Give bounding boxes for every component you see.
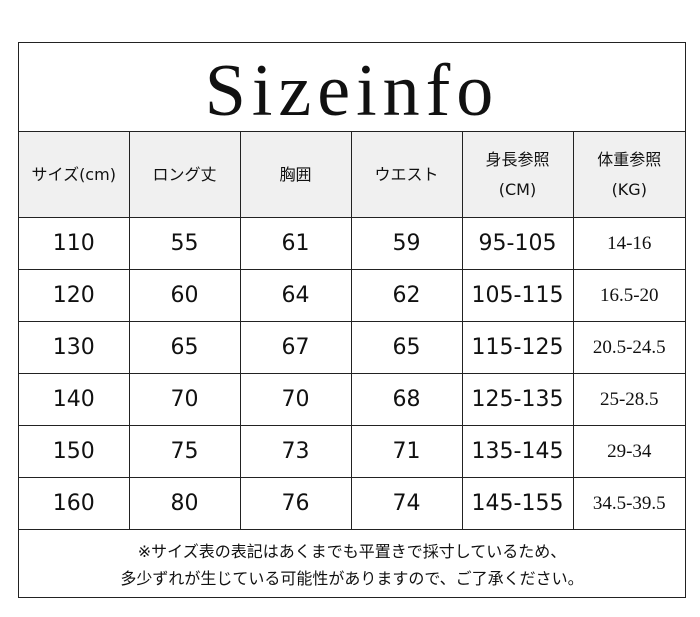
table-row: 130 65 67 65 115-125 20.5-24.5 [19,321,685,374]
column-header: 胸囲 [239,131,352,218]
table-cell: 62 [350,269,463,322]
table-cell: 70 [239,373,352,426]
column-header-line: (CM) [498,179,537,199]
table-cell: 16.5-20 [572,269,685,322]
column-header: ロング丈 [128,131,241,218]
table-cell: 67 [239,321,352,374]
size-chart: Sizeinfo サイズ(cm) ロング丈 胸囲 ウエスト 身長参照 (CM) 体重参照 (K… [18,42,686,598]
size-table: サイズ(cm) ロング丈 胸囲 ウエスト 身長参照 (CM) 体重参照 (KG) 110 55 6… [19,131,685,530]
table-row: 110 55 61 59 95-105 14-16 [19,217,685,270]
column-header-line: ウエスト [374,164,439,184]
column-header-line: 身長参照 [485,149,550,169]
table-cell: 14-16 [572,217,685,270]
header-row: サイズ(cm) ロング丈 胸囲 ウエスト 身長参照 (CM) 体重参照 (KG) [19,131,685,218]
note-line: 多少ずれが生じている可能性がありますので、ご了承ください。 [120,569,584,588]
table-cell: 60 [128,269,241,322]
size-note: ※サイズ表の表記はあくまでも平置きで採寸しているため、 多少ずれが生じている可能… [19,530,685,592]
table-cell: 68 [350,373,463,426]
table-cell: 76 [239,477,352,530]
table-cell: 130 [19,321,130,374]
column-header-line: 体重参照 [597,149,662,169]
table-cell: 73 [239,425,352,478]
table-cell: 61 [239,217,352,270]
table-cell: 115-125 [461,321,574,374]
note-line: ※サイズ表の表記はあくまでも平置きで採寸しているため、 [137,542,567,561]
table-cell: 145-155 [461,477,574,530]
table-cell: 25-28.5 [572,373,685,426]
table-cell: 74 [350,477,463,530]
chart-title: Sizeinfo [19,43,685,132]
column-header-line: 胸囲 [279,164,312,184]
table-cell: 150 [19,425,130,478]
table-cell: 65 [350,321,463,374]
table-cell: 20.5-24.5 [572,321,685,374]
table-cell: 125-135 [461,373,574,426]
table-cell: 64 [239,269,352,322]
table-cell: 75 [128,425,241,478]
column-header: 体重参照 (KG) [572,131,685,218]
table-cell: 65 [128,321,241,374]
table-cell: 29-34 [572,425,685,478]
table-row: 160 80 76 74 145-155 34.5-39.5 [19,477,685,530]
column-header: 身長参照 (CM) [461,131,574,218]
column-header: サイズ(cm) [19,131,130,218]
table-cell: 71 [350,425,463,478]
column-header-line: (KG) [611,179,647,199]
table-row: 140 70 70 68 125-135 25-28.5 [19,373,685,426]
column-header: ウエスト [350,131,463,218]
table-cell: 120 [19,269,130,322]
table-row: 120 60 64 62 105-115 16.5-20 [19,269,685,322]
table-cell: 140 [19,373,130,426]
table-cell: 105-115 [461,269,574,322]
column-header-line: サイズ(cm) [31,164,116,184]
table-cell: 135-145 [461,425,574,478]
table-cell: 59 [350,217,463,270]
table-cell: 80 [128,477,241,530]
column-header-line: ロング丈 [152,164,217,184]
table-cell: 70 [128,373,241,426]
table-cell: 55 [128,217,241,270]
table-cell: 160 [19,477,130,530]
table-cell: 95-105 [461,217,574,270]
table-cell: 110 [19,217,130,270]
table-cell: 34.5-39.5 [572,477,685,530]
table-row: 150 75 73 71 135-145 29-34 [19,425,685,478]
